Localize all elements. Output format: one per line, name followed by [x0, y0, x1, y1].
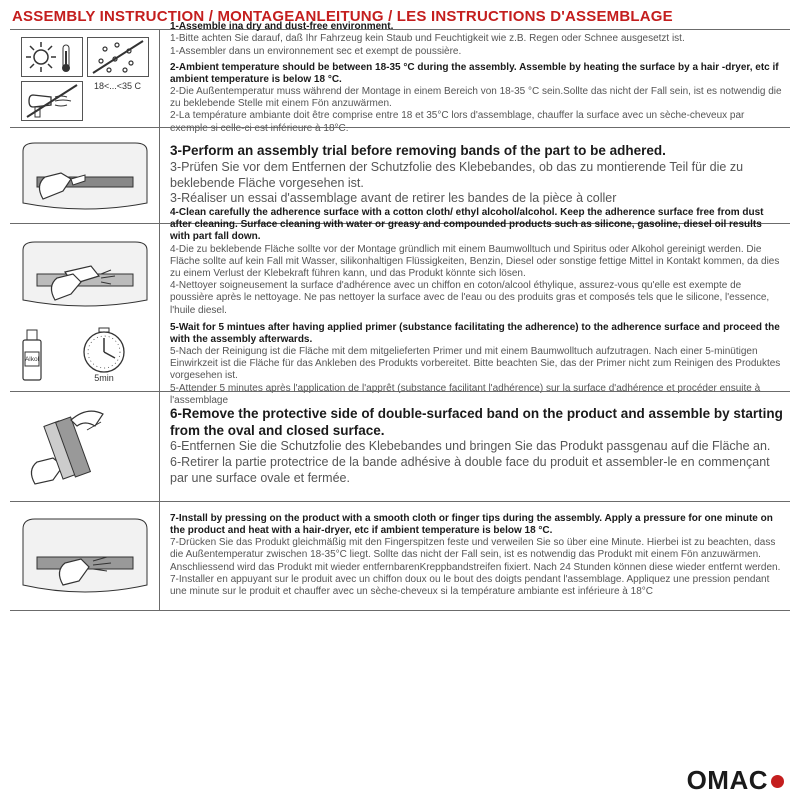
row-5-text: 7-Install by pressing on the product wit… — [160, 502, 790, 610]
hairdryer-icon — [21, 81, 83, 121]
svg-text:Alkol: Alkol — [24, 356, 39, 363]
step-7-de: 7-Drücken Sie das Produkt gleichmäßig mi… — [170, 537, 784, 574]
row-1-illustration: 18<...<35 C — [10, 30, 160, 127]
step-6-de: 6-Entfernen Sie die Schutzfolie des Kleb… — [170, 439, 784, 455]
timer-icon: 5min — [75, 326, 133, 384]
footer: OMAC — [10, 761, 790, 796]
step-2-en: 2-Ambient temperature should be between … — [170, 62, 784, 86]
row-5-illustration — [10, 502, 160, 610]
instruction-rows: 18<...<35 C 1-Assemble ina dry and dust-… — [10, 29, 790, 761]
row-4-illustration — [10, 392, 160, 501]
row-1-text: 1-Assemble ina dry and dust-free environ… — [160, 30, 790, 127]
step-4-fr: 4-Nettoyer soigneusement la surface d'ad… — [170, 280, 784, 317]
step-5-en: 5-Wait for 5 mintues after having applie… — [170, 322, 784, 346]
step-6-en: 6-Remove the protective side of double-s… — [170, 406, 784, 440]
press-install-icon — [15, 507, 155, 605]
step-1-de: 1-Bitte achten Sie darauf, daß Ihr Fahrz… — [170, 33, 784, 45]
row-3-illustration: Alkol 5min — [10, 224, 160, 391]
step-4: 4-Clean carefully the adherence surface … — [170, 207, 784, 317]
row-2-illustration — [10, 128, 160, 223]
temp-range-label: 18<...<35 C — [87, 81, 149, 121]
step-6: 6-Remove the protective side of double-s… — [170, 406, 784, 487]
step-4-en: 4-Clean carefully the adherence surface … — [170, 207, 784, 244]
row-5: 7-Install by pressing on the product wit… — [10, 501, 790, 611]
clean-surface-icon — [15, 232, 155, 318]
row-1: 18<...<35 C 1-Assemble ina dry and dust-… — [10, 29, 790, 127]
step-7-fr: 7-Installer en appuyant sur le produit a… — [170, 574, 784, 598]
step-1-fr: 1-Assembler dans un environnement sec et… — [170, 46, 784, 58]
peel-tape-icon — [15, 398, 155, 496]
alcohol-bottle-icon: Alkol — [15, 324, 49, 384]
step-2: 2-Ambient temperature should be between … — [170, 62, 784, 135]
brand-text: OMAC — [687, 765, 768, 796]
step-6-fr: 6-Retirer la partie protectrice de la ba… — [170, 455, 784, 486]
sun-icon — [21, 37, 83, 77]
row-4: 6-Remove the protective side of double-s… — [10, 391, 790, 501]
step-7-en: 7-Install by pressing on the product wit… — [170, 513, 784, 537]
step-3-de: 3-Prüfen Sie vor dem Entfernen der Schut… — [170, 160, 784, 191]
trial-fit-icon — [15, 133, 155, 219]
step-4-de: 4-Die zu beklebende Fläche sollte vor de… — [170, 244, 784, 281]
snow-icon — [87, 37, 149, 77]
row-4-text: 6-Remove the protective side of double-s… — [160, 392, 790, 501]
step-3-en: 3-Perform an assembly trial before remov… — [170, 143, 784, 160]
step-1-en: 1-Assemble ina dry and dust-free environ… — [170, 21, 784, 33]
brand-dot-icon — [771, 775, 784, 788]
brand-logo: OMAC — [687, 765, 784, 796]
step-7: 7-Install by pressing on the product wit… — [170, 513, 784, 598]
step-1: 1-Assemble ina dry and dust-free environ… — [170, 21, 784, 58]
svg-text:5min: 5min — [94, 373, 114, 383]
step-2-de: 2-Die Außentemperatur muss während der M… — [170, 86, 784, 110]
step-3-fr: 3-Réaliser un essai d'assemblage avant d… — [170, 191, 784, 207]
step-5-de: 5-Nach der Reinigung ist die Fläche mit … — [170, 346, 784, 383]
row-3-text: 4-Clean carefully the adherence surface … — [160, 224, 790, 391]
step-3: 3-Perform an assembly trial before remov… — [170, 143, 784, 207]
row-3: Alkol 5min 4-Clean carefully the adheren… — [10, 223, 790, 391]
